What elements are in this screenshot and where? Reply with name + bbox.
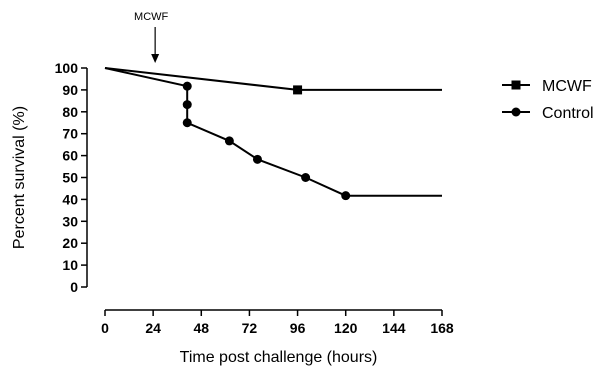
- x-tick-label: 0: [101, 320, 109, 336]
- y-tick-label: 80: [62, 104, 78, 120]
- x-tick-label: 120: [334, 320, 358, 336]
- x-axis-title: Time post challenge (hours): [180, 349, 378, 366]
- x-tick-label: 96: [290, 320, 306, 336]
- y-tick-label: 30: [62, 213, 78, 229]
- x-tick-label: 24: [145, 320, 161, 336]
- y-tick-label: 60: [62, 148, 78, 164]
- x-tick-label: 144: [382, 320, 406, 336]
- data-point-control: [182, 100, 192, 110]
- legend-marker-mcwf: [511, 80, 521, 90]
- annotation-label: MCWF: [134, 11, 168, 23]
- legend-label-control: Control: [542, 105, 594, 122]
- y-tick-label: 0: [70, 279, 78, 295]
- annotation-arrow-head: [151, 54, 160, 63]
- y-tick-label: 50: [62, 170, 78, 186]
- axes: 0 10 20 30 40 50 60 70 80 90 100 0 24 48 72 96 120 144 168…: [11, 60, 454, 366]
- legend: MCWF Control: [502, 78, 594, 122]
- data-point-control: [341, 191, 351, 201]
- x-tick-label: 72: [242, 320, 258, 336]
- y-tick-label: 20: [62, 235, 78, 251]
- legend-label-mcwf: MCWF: [542, 78, 592, 95]
- y-tick-label: 40: [62, 191, 78, 207]
- x-tick-label: 168: [430, 320, 454, 336]
- y-tick-label: 90: [62, 82, 78, 98]
- data-point-mcwf: [293, 85, 303, 95]
- data-point-control: [224, 136, 234, 146]
- y-axis-title: Percent survival (%): [11, 106, 28, 249]
- data-point-control: [182, 118, 192, 128]
- data-point-control: [301, 173, 311, 182]
- legend-marker-control: [511, 107, 521, 117]
- x-tick-label: 48: [193, 320, 209, 336]
- annotations: MCWF: [134, 11, 169, 63]
- data-point-control: [252, 154, 262, 164]
- plot-area: [104, 67, 442, 201]
- y-tick-label: 100: [55, 60, 79, 76]
- data-point-control: [182, 81, 192, 91]
- y-tick-label: 70: [62, 126, 78, 142]
- y-tick-label: 10: [62, 257, 78, 273]
